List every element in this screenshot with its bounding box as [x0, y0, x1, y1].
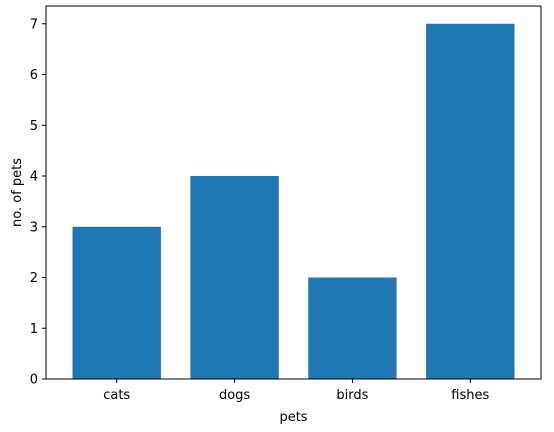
x-tick-label: fishes	[451, 388, 489, 403]
y-tick-label: 5	[30, 119, 38, 134]
bar-cats	[72, 226, 161, 379]
y-tick-label: 3	[30, 220, 38, 235]
y-tick-label: 1	[30, 322, 38, 337]
y-tick-label: 2	[30, 271, 38, 286]
y-tick-label: 6	[30, 68, 38, 83]
bars-group	[72, 23, 515, 380]
plot-frame	[45, 5, 542, 380]
x-tick-label: dogs	[219, 388, 250, 403]
x-tick-label: birds	[336, 388, 368, 403]
y-tick-label: 7	[30, 17, 38, 32]
y-axis-label: no. of pets	[10, 158, 25, 227]
y-tick-label: 0	[30, 373, 38, 388]
bar-fishes	[426, 23, 515, 380]
x-ticks-group: cats dogs birds fishes	[103, 379, 489, 403]
bar-birds	[308, 277, 397, 379]
x-axis-label: pets	[279, 410, 307, 425]
bar-dogs	[190, 176, 279, 379]
y-ticks-group: 0 1 2 3 4 5 6 7	[30, 17, 46, 388]
y-tick-label: 4	[30, 170, 38, 185]
x-tick-label: cats	[103, 388, 130, 403]
